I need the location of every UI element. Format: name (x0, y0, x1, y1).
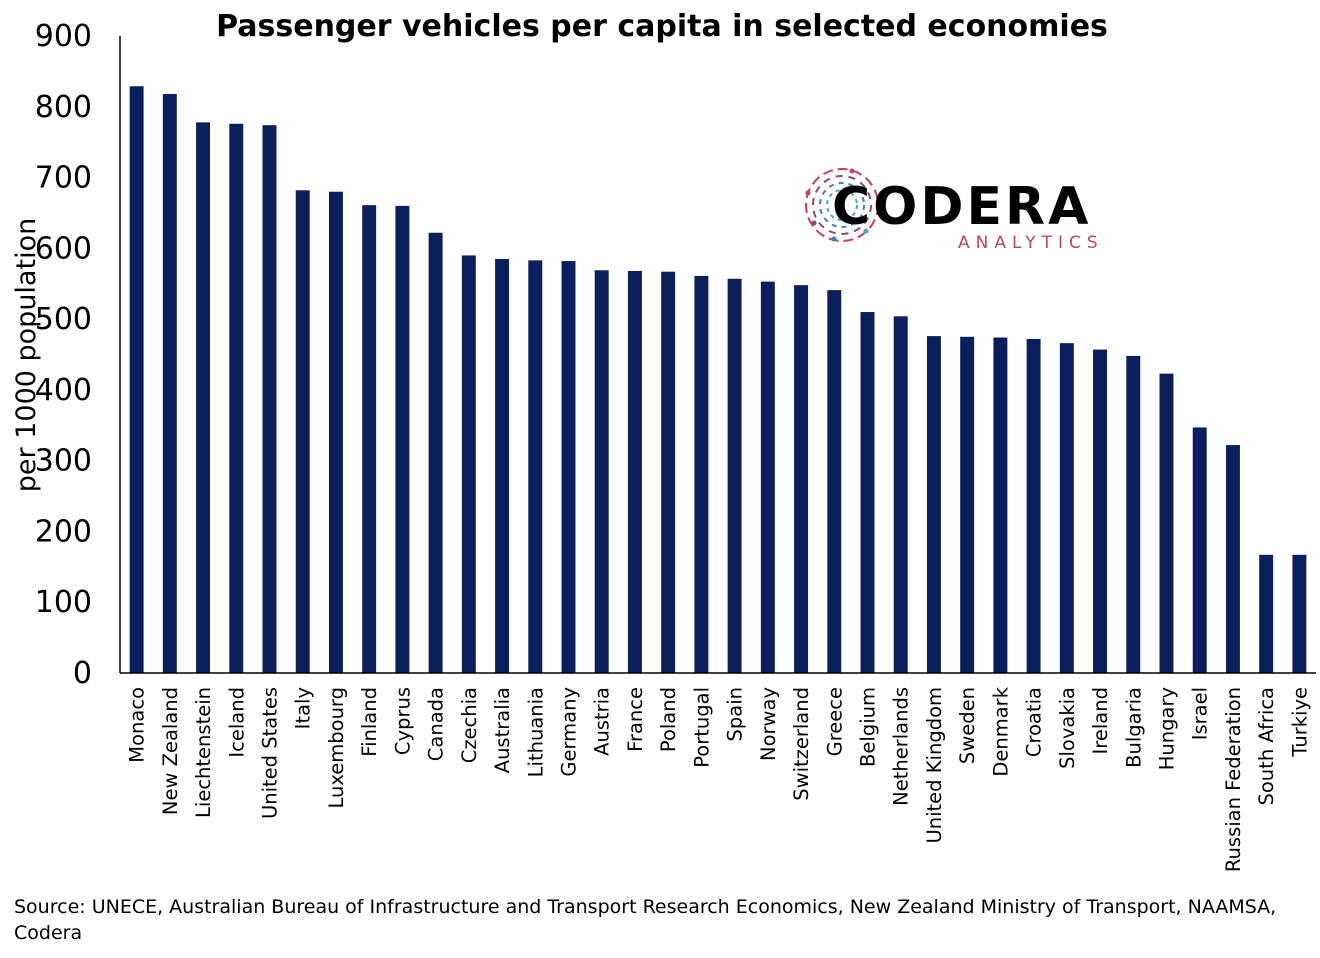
bar (262, 125, 277, 674)
category-label: Monaco (126, 687, 149, 763)
bar (561, 261, 576, 673)
y-tick-label: 100 (35, 585, 92, 620)
bar (229, 123, 244, 673)
logo-subtitle: ANALYTICS (958, 233, 1104, 253)
bar (926, 336, 941, 673)
y-tick-label: 600 (35, 231, 92, 266)
y-tick-label: 300 (35, 444, 92, 479)
category-label: Italy (292, 687, 315, 729)
y-tick-label: 200 (35, 514, 92, 549)
category-label: Denmark (989, 686, 1012, 776)
bar (993, 337, 1008, 673)
logo-wordmark: CODERA (832, 177, 1091, 237)
category-label: Lithuania (524, 687, 547, 777)
category-label: Switzerland (790, 687, 813, 801)
bar (594, 270, 609, 673)
bar (661, 271, 676, 673)
y-tick-label: 800 (35, 90, 92, 125)
category-label: Israel (1189, 687, 1212, 740)
category-label: Luxembourg (325, 687, 348, 809)
category-label: Liechtenstein (192, 687, 215, 818)
category-labels: Monaco New Zealand Liechtenstein Iceland Uni… (126, 686, 1312, 872)
bar (760, 281, 775, 673)
bar (1292, 554, 1307, 673)
category-label: Turkiye (1288, 687, 1311, 758)
y-tick-label: 500 (35, 302, 92, 337)
category-label: Poland (657, 687, 680, 752)
bar (1026, 338, 1041, 673)
y-tick-label: 700 (35, 161, 92, 196)
bar (196, 122, 211, 674)
bar (627, 270, 642, 673)
y-axis-label: per 1000 population (11, 218, 42, 492)
category-label: Spain (724, 687, 747, 741)
bar (860, 312, 875, 673)
bar (528, 260, 543, 673)
category-label: France (624, 687, 647, 752)
bars (129, 86, 1307, 674)
bar (1159, 373, 1174, 673)
category-label: South Africa (1255, 687, 1278, 806)
bar (295, 190, 310, 673)
bar (495, 258, 510, 673)
bar (827, 290, 842, 673)
category-label: Austria (591, 687, 614, 756)
bar (794, 285, 809, 673)
bar-chart: Passenger vehicles per capita in selecte… (11, 9, 1316, 872)
bar (395, 205, 410, 673)
category-label: Slovakia (1056, 687, 1079, 769)
category-label: Czechia (458, 687, 481, 763)
chart-title: Passenger vehicles per capita in selecte… (216, 9, 1108, 44)
category-label: Finland (358, 687, 381, 757)
bar (362, 205, 377, 674)
codera-logo: CODERA ANALYTICS (805, 168, 1104, 253)
category-label: Iceland (225, 687, 248, 758)
bar (960, 336, 975, 673)
source-note: Source: UNECE, Australian Bureau of Infr… (14, 896, 1277, 944)
y-tick-label: 400 (35, 373, 92, 408)
codera-circuit-icon (805, 168, 879, 242)
y-axis-ticks: 0 100 200 300 400 500 600 700 800 900 (35, 19, 92, 691)
bar (1126, 355, 1141, 673)
category-label: Sweden (956, 687, 979, 764)
bar (1225, 445, 1240, 673)
category-label: Russian Federation (1222, 687, 1245, 872)
category-label: Hungary (1156, 687, 1179, 770)
bar (461, 255, 476, 673)
bar (162, 94, 177, 673)
category-label: Australia (491, 687, 514, 773)
bar (428, 232, 443, 674)
category-label: New Zealand (159, 687, 182, 815)
category-label: United Kingdom (923, 687, 946, 844)
category-label: Netherlands (890, 687, 913, 806)
category-label: Norway (757, 687, 780, 761)
category-label: Germany (558, 687, 581, 777)
bar (893, 316, 908, 673)
category-label: Ireland (1089, 687, 1112, 754)
category-label: United States (259, 687, 282, 819)
bar (694, 275, 709, 673)
category-label: Belgium (857, 687, 880, 767)
y-tick-label: 900 (35, 19, 92, 54)
category-label: Croatia (1023, 687, 1046, 757)
bar (727, 278, 742, 673)
bar (129, 86, 144, 674)
bar (1192, 427, 1207, 673)
category-label: Bulgaria (1122, 687, 1145, 768)
category-label: Greece (823, 687, 846, 756)
bar (1059, 343, 1074, 673)
bar (1093, 349, 1108, 673)
category-label: Canada (425, 687, 448, 761)
category-label: Cyprus (391, 687, 414, 755)
y-tick-label: 0 (73, 656, 92, 691)
bar (328, 191, 343, 673)
category-label: Portugal (690, 687, 713, 768)
bar (1259, 554, 1274, 673)
